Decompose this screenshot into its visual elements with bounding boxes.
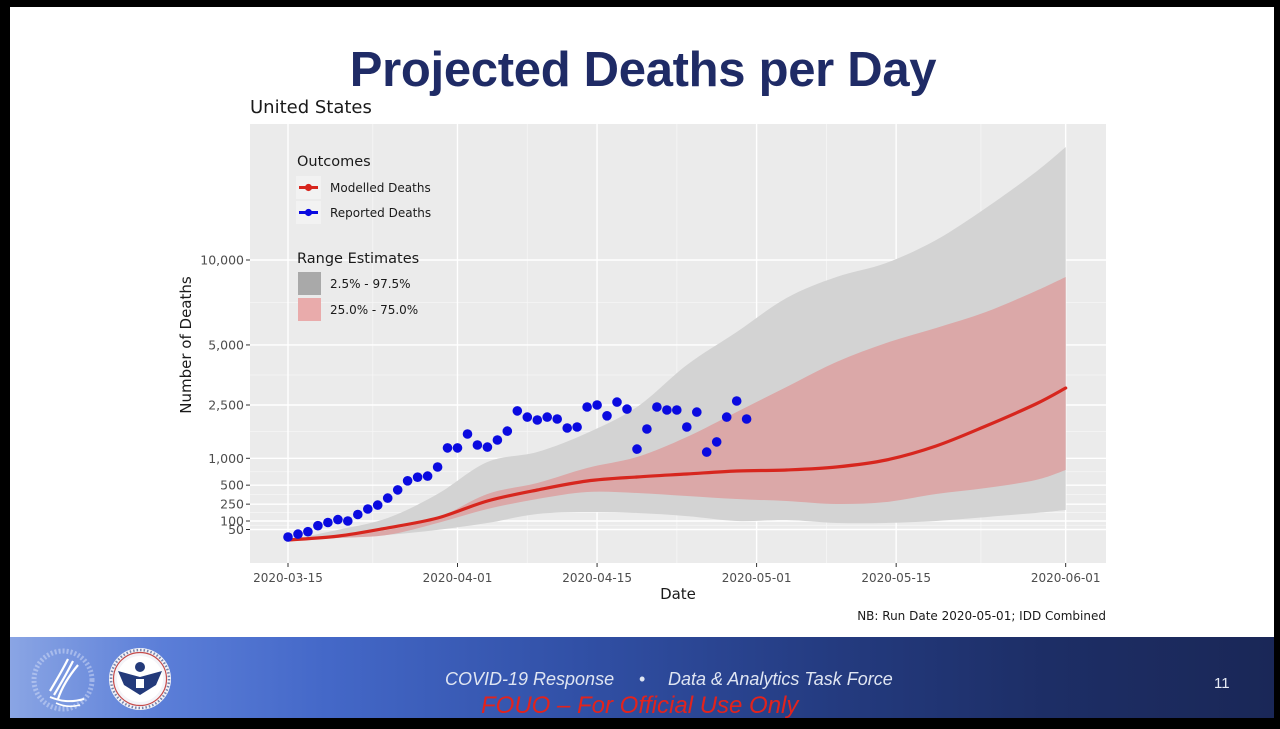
- agency-logos: [31, 648, 171, 712]
- y-tick-label: 10,000: [200, 253, 244, 268]
- slide-title: Projected Deaths per Day: [349, 43, 937, 97]
- reported-death-point: [542, 412, 552, 422]
- modelled-deaths-line: [286, 386, 1068, 542]
- legend-item-range-outer: 2.5% - 97.5%: [298, 272, 411, 295]
- reported-death-point: [582, 402, 592, 412]
- legend-item-reported: Reported Deaths: [296, 201, 431, 224]
- reported-death-point: [632, 444, 642, 454]
- legend-label: 2.5% - 97.5%: [330, 277, 411, 291]
- reported-death-point: [343, 516, 353, 526]
- reported-death-point: [522, 412, 533, 422]
- reported-death-point: [662, 405, 672, 415]
- reported-death-point: [353, 509, 363, 520]
- chart-caption: NB: Run Date 2020-05-01; IDD Combined: [857, 609, 1106, 623]
- reported-death-point: [372, 500, 383, 510]
- x-axis-title: Date: [660, 585, 696, 603]
- reported-death-point: [392, 485, 403, 495]
- y-tick-label: 500: [220, 478, 244, 493]
- band-25-75: [288, 277, 1066, 540]
- y-axis-title: Number of Deaths: [177, 276, 195, 414]
- reported-death-point: [731, 396, 742, 406]
- reported-death-point: [402, 476, 413, 486]
- legend-item-modelled: Modelled Deaths: [296, 176, 431, 199]
- reported-death-point: [692, 407, 702, 417]
- legend-swatch-gray: [298, 272, 321, 295]
- range-bands: [288, 147, 1066, 540]
- reported-death-point: [432, 462, 443, 472]
- reported-death-point: [612, 397, 622, 407]
- x-tick-label: 2020-03-15: [253, 571, 323, 585]
- footer-taskforce-label: Data & Analytics Task Force: [668, 669, 893, 689]
- reported-death-point: [293, 529, 303, 539]
- reported-death-point: [602, 411, 612, 421]
- reported-death-point: [652, 402, 662, 412]
- x-tick-label: 2020-04-01: [423, 571, 493, 585]
- reported-death-point: [442, 443, 453, 453]
- reported-death-point: [572, 422, 582, 432]
- reported-death-point: [532, 415, 543, 425]
- reported-death-point: [492, 435, 503, 445]
- reported-death-point: [562, 423, 572, 433]
- reported-death-point: [592, 400, 602, 410]
- reported-death-point: [323, 517, 333, 528]
- y-tick-label: 100: [220, 514, 244, 529]
- y-tick-label: 50: [228, 522, 244, 537]
- legend-label: 25.0% - 75.0%: [330, 303, 418, 317]
- reported-death-point: [622, 404, 632, 414]
- reported-death-point: [552, 414, 562, 424]
- dhs-seal: [109, 648, 171, 710]
- classification-marking: FOUO – For Official Use Only: [481, 692, 799, 718]
- reported-death-point: [382, 493, 393, 503]
- legend-outcomes-title: Outcomes: [297, 154, 371, 170]
- x-tick-label: 2020-05-15: [861, 571, 931, 585]
- reported-death-point: [711, 437, 722, 447]
- legend-ranges-title: Range Estimates: [297, 251, 419, 267]
- legend-label: Modelled Deaths: [330, 181, 431, 195]
- footer-separator: •: [639, 669, 646, 689]
- footer-banner: COVID-19 Response • Data & Analytics Tas…: [10, 637, 1274, 718]
- reported-death-point: [313, 520, 323, 531]
- reported-death-point: [502, 426, 513, 436]
- reported-death-point: [512, 406, 523, 416]
- reported-death-point: [422, 471, 433, 481]
- x-tick-label: 2020-04-15: [562, 571, 632, 585]
- y-tick-label: 250: [220, 497, 244, 512]
- x-tick-label: 2020-06-01: [1031, 571, 1101, 585]
- reported-death-point: [412, 472, 423, 483]
- reported-death-point: [472, 440, 483, 450]
- reported-death-point: [482, 442, 493, 452]
- reported-death-point: [682, 422, 692, 432]
- legend: Outcomes Modelled Deaths Reported Deaths…: [296, 154, 431, 321]
- y-tick-label: 5,000: [208, 337, 244, 352]
- reported-death-point: [452, 443, 463, 453]
- legend-label: Reported Deaths: [330, 206, 431, 220]
- x-tick-label: 2020-05-01: [722, 571, 792, 585]
- reported-death-point: [701, 447, 712, 457]
- hhs-logo: [31, 648, 95, 712]
- legend-item-range-inner: 25.0% - 75.0%: [298, 298, 418, 321]
- reported-death-point: [672, 405, 682, 415]
- footer-program-label: COVID-19 Response: [445, 669, 615, 689]
- reported-death-point: [363, 504, 373, 514]
- reported-death-point: [333, 514, 343, 525]
- reported-death-point: [462, 429, 473, 439]
- page-number: 11: [1214, 675, 1230, 692]
- reported-points-layer: [283, 396, 752, 542]
- legend-modelled-dot-icon: [304, 183, 313, 192]
- y-tick-label: 1,000: [208, 451, 244, 466]
- y-tick-label: 2,500: [208, 398, 244, 413]
- legend-reported-dot-icon: [304, 208, 313, 217]
- reported-death-point: [741, 414, 752, 424]
- reported-death-point: [303, 526, 313, 537]
- reported-death-point: [721, 412, 732, 422]
- reported-death-point: [642, 424, 652, 434]
- legend-swatch-pink: [298, 298, 321, 321]
- chart-subtitle: United States: [250, 97, 372, 118]
- modelled-line-layer: [286, 386, 1068, 542]
- reported-death-point: [283, 532, 293, 542]
